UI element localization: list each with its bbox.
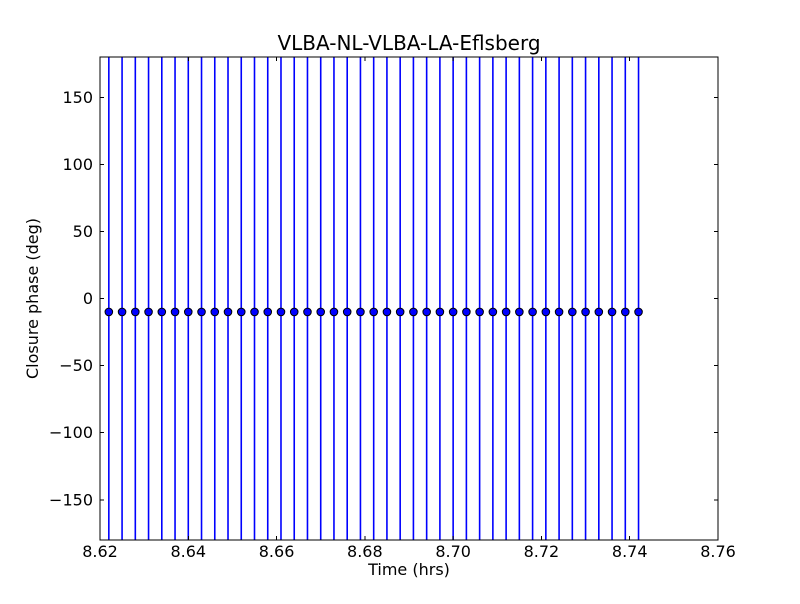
data-point [117, 307, 127, 317]
data-point [131, 307, 140, 317]
data-point [554, 307, 564, 317]
y-tick-label: −100 [49, 423, 93, 442]
data-point [435, 307, 445, 317]
x-tick-label: 8.66 [259, 542, 295, 561]
axes-layer: 8.62 8.64 8.66 8.68 8.70 8.72 8.74 8.76 150 100 50… [49, 56, 736, 561]
data-point [448, 307, 458, 317]
data-point [475, 307, 484, 317]
data-point [157, 307, 167, 317]
data-layer [104, 57, 643, 540]
chart-title: VLBA-NL-VLBA-LA-Eflsberg [277, 31, 540, 55]
data-point [250, 307, 259, 317]
data-point [422, 307, 431, 317]
data-point [462, 307, 471, 317]
y-tick-label: 50 [73, 222, 93, 241]
x-tick-label: 8.74 [612, 542, 648, 561]
data-point [197, 307, 206, 317]
data-point [607, 307, 617, 317]
x-tick-label: 8.70 [435, 542, 471, 561]
data-point [541, 307, 551, 317]
data-point [369, 307, 378, 317]
data-point [488, 307, 498, 317]
data-point [289, 307, 299, 317]
y-tick-label: 150 [62, 88, 93, 107]
data-point [104, 307, 114, 317]
data-point [528, 307, 537, 317]
x-tick-label: 8.76 [700, 542, 736, 561]
data-point [183, 307, 193, 317]
data-point [236, 307, 246, 317]
data-point [594, 307, 604, 317]
x-axis-label: Time (hrs) [367, 560, 450, 579]
data-point [515, 307, 524, 317]
y-tick-label: −50 [59, 356, 93, 375]
data-point [329, 307, 339, 317]
data-point [342, 307, 352, 317]
data-point [263, 307, 273, 317]
x-tick-label: 8.68 [347, 542, 383, 561]
x-tick-label: 8.64 [170, 542, 206, 561]
data-point [303, 307, 312, 317]
data-point [356, 307, 365, 317]
data-point [395, 307, 405, 317]
data-point [382, 307, 392, 317]
x-tick-label: 8.62 [82, 542, 118, 561]
data-point [144, 307, 153, 317]
data-point [276, 307, 286, 317]
data-point [210, 307, 220, 317]
x-tick-label: 8.72 [524, 542, 560, 561]
y-axis-label: Closure phase (deg) [23, 218, 42, 379]
data-point [621, 307, 630, 317]
data-point [223, 307, 233, 317]
y-tick-label: 0 [83, 289, 93, 308]
data-point [634, 307, 643, 317]
data-point [501, 307, 511, 317]
y-tick-label: 100 [62, 155, 93, 174]
data-point [568, 307, 577, 317]
data-point [581, 307, 590, 317]
data-point [409, 307, 418, 317]
data-point [170, 307, 180, 317]
y-tick-label: −150 [49, 490, 93, 509]
data-point [316, 307, 326, 317]
